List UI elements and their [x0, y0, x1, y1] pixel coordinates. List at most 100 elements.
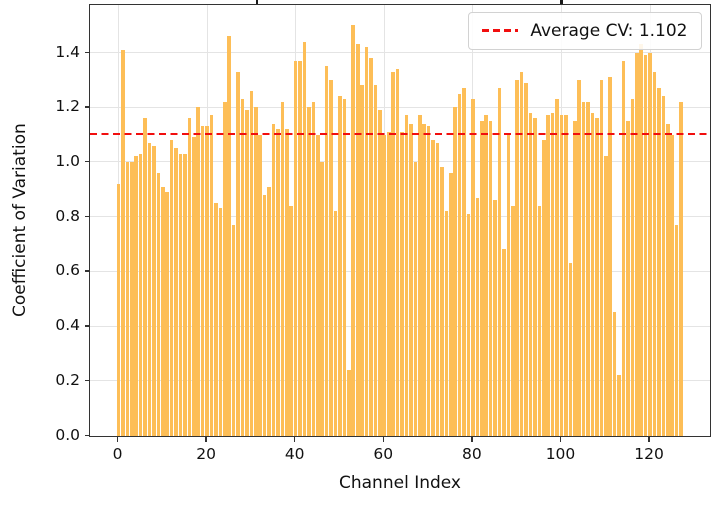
cv-bar: [262, 194, 267, 436]
y-gridline: [89, 380, 710, 382]
cv-bar: [218, 208, 223, 436]
plot-area: Average CV: 1.102: [88, 3, 711, 437]
cv-bar: [657, 88, 661, 436]
cv-bar: [227, 36, 232, 436]
cv-bar: [679, 101, 683, 436]
cv-bar: [254, 107, 258, 436]
dashed-line-icon: [482, 29, 519, 32]
cv-bar: [674, 224, 679, 436]
cv-bar: [223, 101, 227, 436]
cv-bar: [333, 211, 338, 436]
x-tick-label: 20: [196, 445, 216, 463]
x-tick: [205, 436, 207, 442]
cv-bar: [391, 71, 395, 436]
cv-bar: [502, 249, 506, 436]
cv-bar: [617, 375, 621, 436]
cv-bar: [417, 115, 422, 436]
cv-bar: [386, 131, 391, 436]
title-descender: [560, 0, 563, 4]
cv-bar: [612, 312, 617, 436]
cv-bar: [347, 369, 351, 436]
cv-bar: [125, 161, 130, 436]
cv-bar: [475, 197, 480, 436]
cv-bar: [533, 118, 537, 436]
cv-bar: [621, 60, 626, 436]
cv-bar: [280, 101, 285, 436]
x-tick-label: 80: [462, 445, 482, 463]
cv-bar: [236, 71, 240, 436]
y-tick-label: 1.4: [55, 42, 80, 61]
y-tick-label: 1.0: [55, 151, 80, 170]
cv-bar: [590, 112, 595, 436]
y-tick-label: 0.0: [55, 425, 80, 444]
cv-bar: [276, 129, 280, 436]
cv-bar: [240, 99, 245, 436]
cv-bar: [634, 52, 639, 436]
y-tick: [84, 379, 90, 382]
y-gridline: [89, 270, 710, 272]
y-tick-label: 1.2: [55, 97, 80, 116]
legend: Average CV: 1.102: [468, 11, 702, 50]
cv-bar: [147, 142, 152, 436]
cv-bar: [493, 200, 497, 436]
y-tick: [84, 51, 90, 53]
cv-bar: [338, 96, 342, 436]
cv-bar: [435, 142, 440, 436]
cv-bar: [448, 172, 453, 436]
cv-bar: [316, 134, 320, 436]
cv-bar: [245, 109, 249, 436]
cv-bar: [453, 107, 457, 436]
cv-bar: [559, 115, 564, 436]
cv-bar: [258, 134, 263, 436]
cv-bar: [462, 88, 466, 436]
cv-bar: [670, 134, 675, 436]
cv-bar: [639, 44, 644, 436]
cv-bar: [471, 99, 475, 436]
y-gridline: [89, 161, 710, 163]
cv-bar: [121, 49, 125, 436]
cv-bar: [586, 101, 590, 436]
cv-bar: [382, 134, 387, 436]
cv-bar: [661, 96, 666, 436]
cv-bar: [466, 213, 471, 436]
cv-bar: [506, 134, 511, 436]
cv-bar: [652, 71, 657, 436]
x-tick-label: 40: [284, 445, 305, 463]
cv-bar: [307, 107, 311, 436]
cv-bar: [209, 115, 214, 436]
cv-bar: [200, 126, 205, 436]
y-gridline: [89, 325, 710, 327]
cv-bar: [568, 263, 573, 436]
cv-bar: [497, 88, 502, 436]
y-gridline: [89, 52, 710, 53]
x-tick: [116, 436, 119, 442]
cv-bar: [205, 126, 209, 436]
cv-bar: [360, 85, 364, 436]
cv-bar: [187, 118, 192, 436]
y-tick: [84, 270, 90, 272]
cv-bar: [603, 156, 608, 436]
cv-bar: [152, 145, 156, 436]
x-tick-label: 120: [634, 445, 664, 463]
cv-bar: [369, 57, 373, 436]
cv-bar: [351, 25, 356, 436]
y-tick: [84, 434, 90, 436]
cv-bar: [289, 205, 294, 436]
cv-bar: [630, 99, 635, 436]
cv-bar: [515, 79, 519, 436]
cv-bar: [231, 224, 236, 436]
cv-bar: [342, 99, 347, 436]
x-tick: [559, 436, 562, 442]
cv-bar: [293, 60, 298, 436]
cv-bar: [643, 55, 648, 436]
cv-bar: [143, 118, 147, 436]
cv-bar: [528, 112, 533, 436]
cv-bar: [134, 156, 138, 436]
cv-bar: [267, 186, 271, 436]
cv-bar: [666, 123, 670, 436]
cv-bar: [196, 107, 201, 436]
cv-bar: [160, 186, 165, 436]
y-gridline: [89, 216, 710, 218]
cv-bar: [178, 153, 183, 436]
